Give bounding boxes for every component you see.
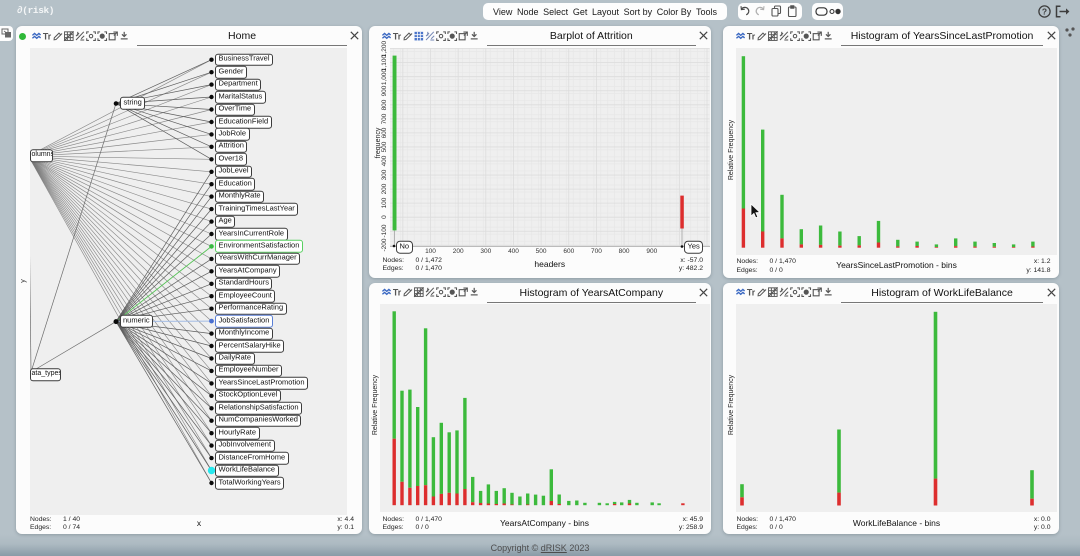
svg-text:Tr: Tr — [746, 31, 755, 41]
svg-text:Tr: Tr — [392, 31, 401, 41]
svg-text:Tr: Tr — [746, 288, 755, 298]
svg-text:Tr: Tr — [392, 288, 401, 298]
svg-text:Tr: Tr — [43, 31, 52, 41]
svg-text:?: ? — [1042, 7, 1047, 17]
